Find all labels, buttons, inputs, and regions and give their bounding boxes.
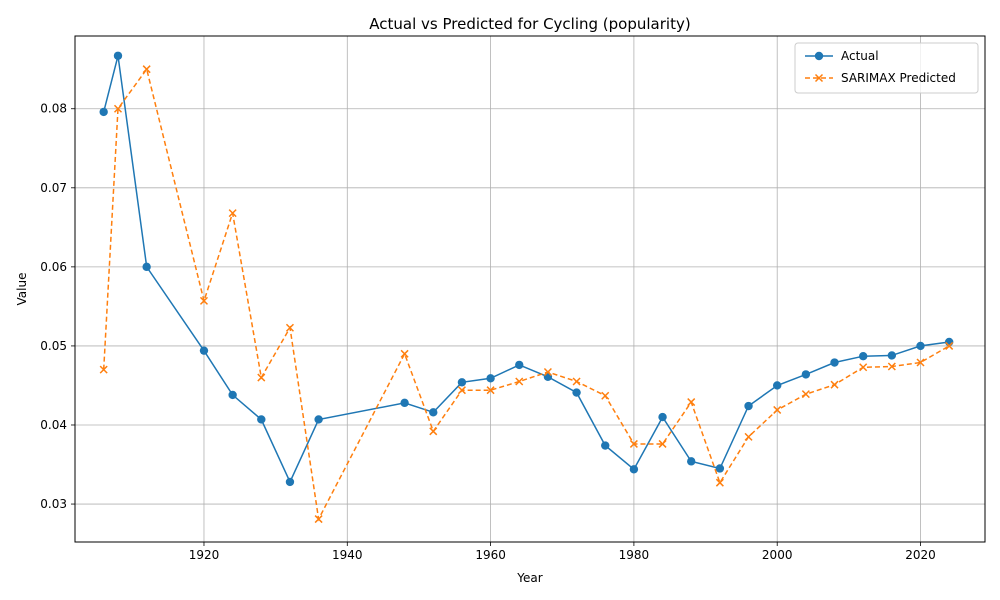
data-point <box>113 104 123 113</box>
data-point <box>486 386 495 395</box>
series-sarimax-predicted <box>99 65 954 524</box>
data-point <box>228 390 237 400</box>
data-point <box>801 390 810 399</box>
data-point <box>887 351 897 360</box>
series-layer <box>99 51 954 524</box>
y-tick-label: 0.07 <box>40 181 67 195</box>
data-point <box>859 363 868 372</box>
data-point <box>400 398 409 408</box>
data-point <box>285 477 295 487</box>
data-point <box>687 457 696 466</box>
x-tick-label: 1960 <box>475 548 506 562</box>
data-point <box>457 386 466 395</box>
data-point <box>99 365 108 374</box>
data-point <box>314 415 323 424</box>
data-point <box>715 478 724 487</box>
series-actual <box>99 51 954 487</box>
data-point <box>658 439 667 448</box>
data-point <box>228 209 237 218</box>
legend-box <box>794 42 979 94</box>
data-point <box>858 352 868 361</box>
data-point <box>601 391 610 400</box>
data-point <box>429 427 438 436</box>
data-point <box>285 323 294 332</box>
y-tick-label: 0.08 <box>40 102 67 116</box>
data-point <box>199 296 209 305</box>
x-tick-label: 1920 <box>189 548 220 562</box>
data-point <box>801 370 811 379</box>
data-point <box>744 401 753 411</box>
data-point <box>916 358 925 367</box>
data-point <box>629 465 639 474</box>
data-point <box>715 464 725 473</box>
x-tick-label: 2000 <box>762 548 793 562</box>
data-point <box>257 373 266 382</box>
data-point <box>572 388 581 397</box>
data-point <box>142 65 151 74</box>
data-point <box>457 378 467 387</box>
data-point <box>572 377 581 386</box>
ticks: 1920 1940 1960 1980 2000 2020 0.03 0.04 0.05 0.06… <box>40 102 936 562</box>
y-tick-label: 0.06 <box>40 260 67 274</box>
legend: Actual SARIMAX Predicted <box>794 42 979 94</box>
legend-actual-marker <box>814 51 824 61</box>
series-line-actual <box>102 55 950 484</box>
data-point <box>744 432 753 441</box>
data-point <box>257 415 266 424</box>
chart-title: Actual vs Predicted for Cycling (popular… <box>369 15 690 33</box>
x-tick-label: 1940 <box>332 548 363 562</box>
plot-frame <box>74 35 986 543</box>
data-point <box>429 408 438 417</box>
data-point <box>830 358 839 367</box>
data-point <box>658 412 667 422</box>
data-point <box>773 405 782 414</box>
data-point <box>773 381 782 390</box>
grid <box>75 36 985 542</box>
series-line-sarimax-predicted <box>102 67 950 522</box>
data-point <box>543 372 553 381</box>
legend-predicted-marker <box>814 73 824 83</box>
data-point <box>629 439 638 448</box>
x-tick-label: 2020 <box>905 548 936 562</box>
data-point <box>687 398 696 407</box>
data-point <box>916 341 925 351</box>
y-tick-label: 0.03 <box>40 497 67 511</box>
data-point <box>113 51 123 60</box>
data-point <box>142 262 151 272</box>
y-tick-label: 0.04 <box>40 418 67 432</box>
y-axis-label: Value <box>15 273 29 306</box>
data-point <box>199 346 209 355</box>
data-point <box>314 515 323 524</box>
data-point <box>515 377 524 386</box>
legend-predicted-label: SARIMAX Predicted <box>841 71 956 85</box>
x-tick-label: 1980 <box>619 548 650 562</box>
data-point <box>400 349 409 358</box>
data-point <box>486 374 495 383</box>
data-point <box>99 107 108 117</box>
data-point <box>601 441 610 450</box>
x-axis-label: Year <box>516 571 542 585</box>
data-point <box>945 341 954 350</box>
data-point <box>543 367 552 377</box>
legend-actual-label: Actual <box>841 49 879 63</box>
data-point <box>515 360 524 370</box>
data-point <box>887 362 896 371</box>
y-tick-label: 0.05 <box>40 339 67 353</box>
data-point <box>830 380 839 389</box>
